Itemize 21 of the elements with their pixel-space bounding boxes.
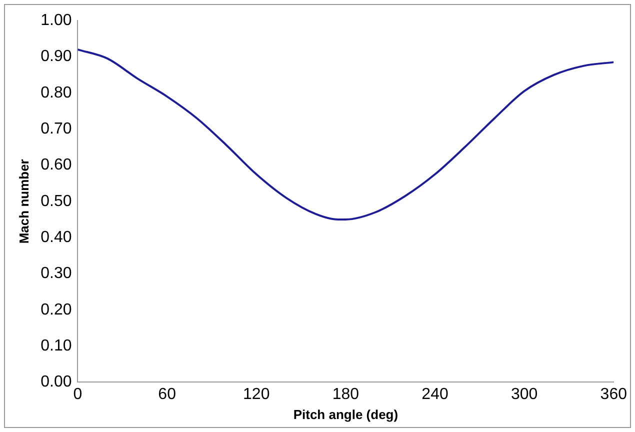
y-tick-label: 0.90 xyxy=(40,48,72,66)
x-tick-label: 60 xyxy=(158,386,176,404)
y-tick-label: 0.50 xyxy=(40,192,72,210)
x-tick-label: 360 xyxy=(600,386,628,404)
y-tick-label: 0.30 xyxy=(40,265,72,282)
x-axis-title: Pitch angle (deg) xyxy=(293,406,398,422)
y-tick-label: 0.80 xyxy=(40,84,72,102)
y-tick-label: 0.40 xyxy=(40,228,72,246)
x-tick-label: 240 xyxy=(422,386,448,404)
y-tick-label: 0.10 xyxy=(40,337,72,354)
line-series xyxy=(78,48,614,220)
y-tick-label: 0.60 xyxy=(40,156,72,174)
y-tick-label: 0.20 xyxy=(40,301,72,318)
y-tick-label: 1.00 xyxy=(40,12,72,30)
y-axis-title: Mach number xyxy=(16,159,32,244)
y-tick-label: 0.70 xyxy=(40,120,72,138)
x-tick-label: 120 xyxy=(243,386,270,404)
x-tick-label: 300 xyxy=(510,386,538,404)
x-tick-label: 0 xyxy=(73,386,82,404)
y-tick-label: 0.00 xyxy=(40,374,72,391)
x-tick-label: 180 xyxy=(332,386,360,404)
